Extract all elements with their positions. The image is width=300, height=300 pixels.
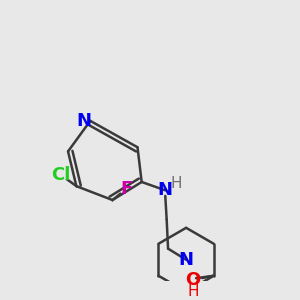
Text: N: N — [178, 251, 194, 269]
Text: H: H — [170, 176, 182, 191]
Text: H: H — [187, 284, 199, 299]
Text: F: F — [120, 180, 133, 198]
Text: O: O — [185, 271, 201, 289]
Text: N: N — [158, 181, 173, 199]
Text: N: N — [77, 112, 92, 130]
Text: Cl: Cl — [51, 166, 71, 184]
